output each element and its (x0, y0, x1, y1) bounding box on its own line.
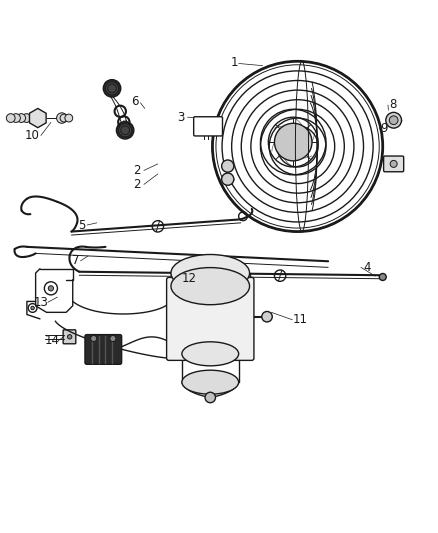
Ellipse shape (171, 254, 250, 292)
Circle shape (106, 82, 119, 95)
Text: 8: 8 (389, 99, 396, 111)
Circle shape (275, 123, 312, 161)
Text: 12: 12 (182, 272, 197, 285)
Text: 1: 1 (230, 55, 238, 69)
Ellipse shape (171, 268, 250, 305)
Circle shape (205, 392, 215, 403)
Circle shape (12, 114, 20, 123)
Text: 3: 3 (177, 111, 184, 124)
Ellipse shape (182, 342, 239, 366)
Circle shape (17, 114, 25, 123)
Circle shape (31, 306, 34, 310)
Circle shape (117, 122, 134, 139)
Circle shape (103, 79, 121, 97)
Text: 10: 10 (25, 129, 39, 142)
Circle shape (91, 335, 97, 342)
Circle shape (57, 113, 67, 123)
Circle shape (110, 335, 116, 342)
Text: 13: 13 (33, 296, 48, 309)
Text: 5: 5 (78, 219, 85, 231)
Ellipse shape (182, 370, 239, 394)
Circle shape (119, 124, 132, 137)
Circle shape (22, 114, 31, 123)
Polygon shape (29, 108, 46, 128)
Text: 2: 2 (133, 164, 141, 177)
Text: 11: 11 (292, 313, 307, 326)
FancyBboxPatch shape (63, 330, 76, 344)
Circle shape (121, 126, 130, 135)
FancyBboxPatch shape (384, 156, 404, 172)
Circle shape (7, 114, 15, 123)
Circle shape (222, 173, 234, 185)
Text: 6: 6 (131, 95, 139, 108)
Text: 4: 4 (364, 261, 371, 274)
Circle shape (65, 114, 73, 122)
Circle shape (379, 273, 386, 280)
Circle shape (222, 160, 234, 172)
FancyBboxPatch shape (166, 277, 254, 360)
Text: 7: 7 (72, 254, 80, 268)
Circle shape (108, 84, 117, 93)
Circle shape (48, 286, 53, 291)
Text: 2: 2 (133, 178, 141, 191)
Circle shape (60, 114, 68, 122)
Text: 14: 14 (45, 334, 60, 347)
Circle shape (67, 335, 72, 339)
Circle shape (390, 160, 397, 167)
FancyBboxPatch shape (85, 335, 122, 364)
Circle shape (389, 116, 398, 125)
Circle shape (386, 112, 402, 128)
Circle shape (262, 311, 272, 322)
Text: 9: 9 (380, 123, 388, 135)
FancyBboxPatch shape (194, 117, 223, 136)
